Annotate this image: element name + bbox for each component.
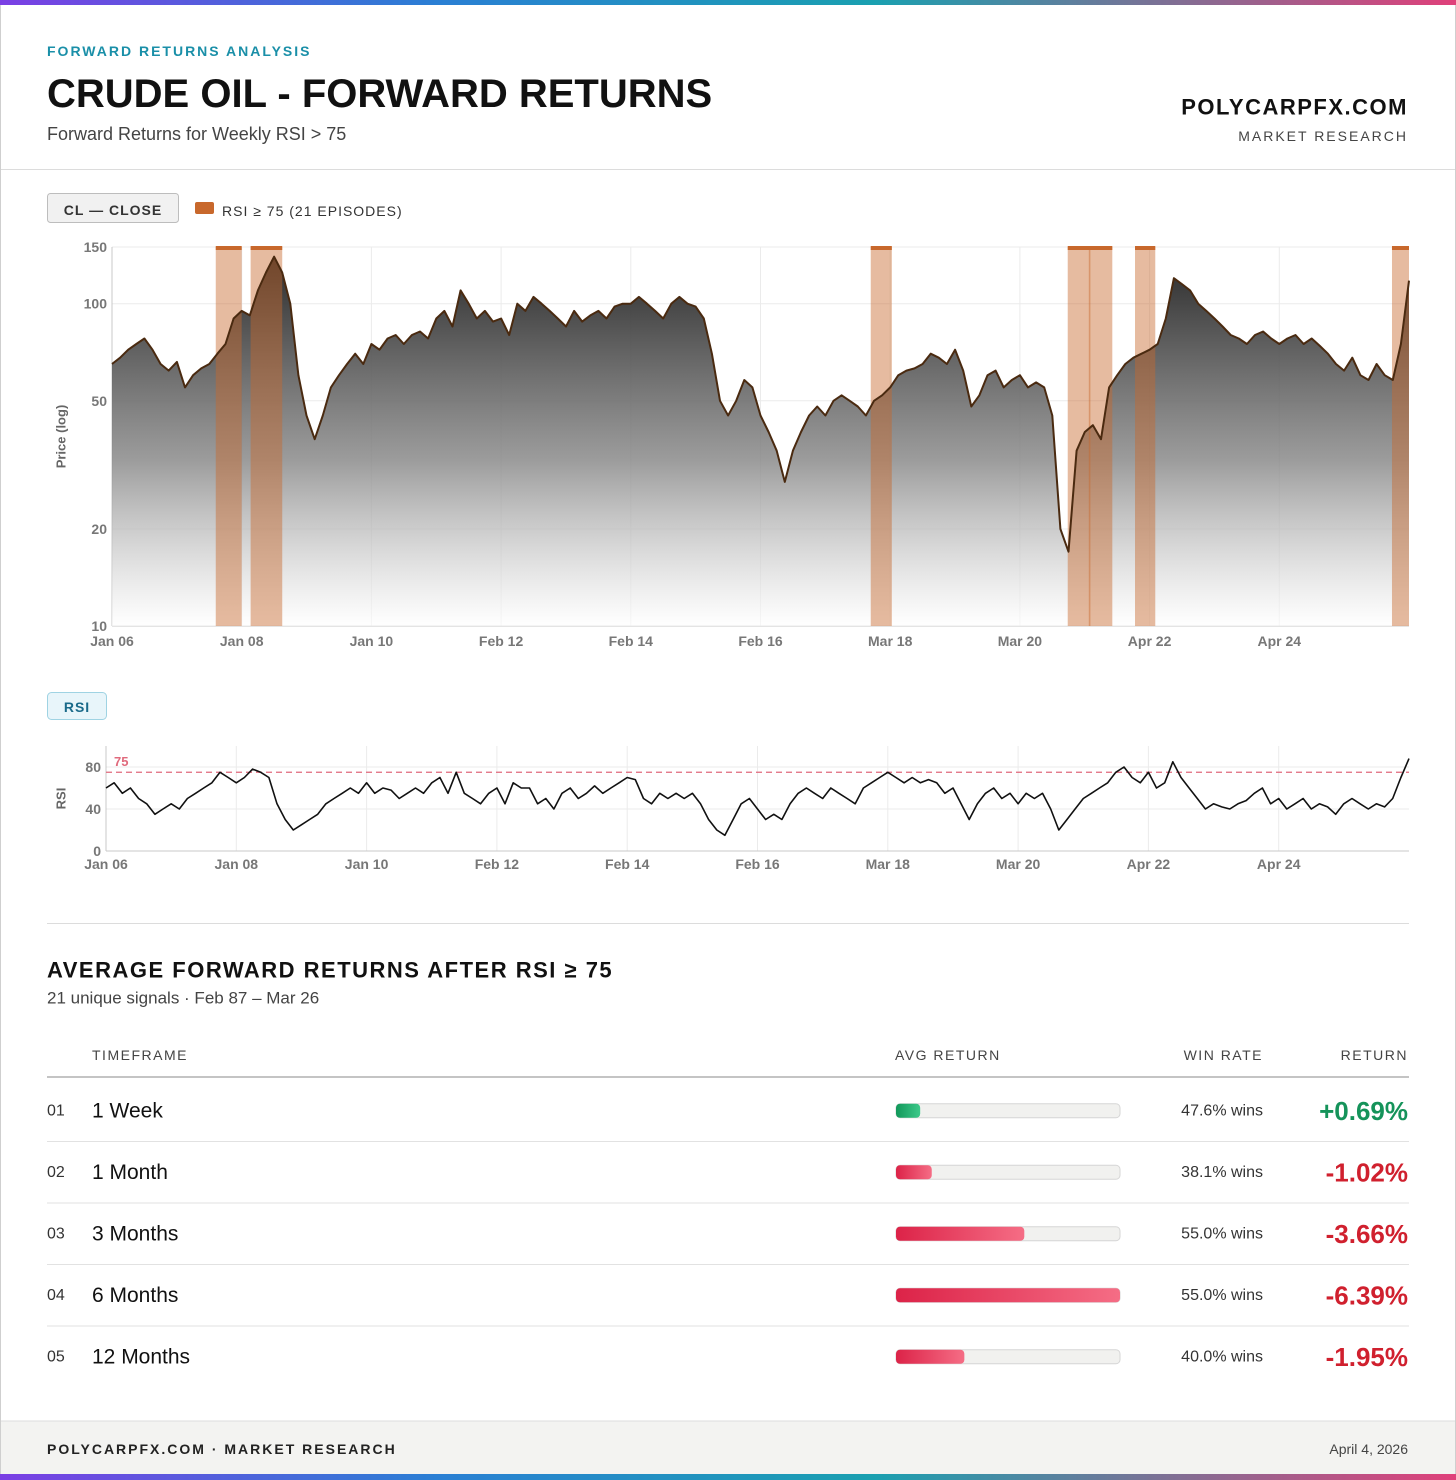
y-tick-label: 40 [85, 801, 101, 817]
x-tick-label: Jan 08 [220, 633, 264, 649]
row-win-rate: 47.6% wins [1181, 1102, 1263, 1119]
x-tick-label: Jan 08 [215, 856, 259, 872]
return-bar [896, 1349, 965, 1364]
footer-date: April 4, 2026 [1329, 1441, 1408, 1457]
x-tick-label: Feb 16 [735, 856, 780, 872]
series-line [111, 255, 1410, 553]
x-tick-label: Feb 14 [609, 633, 654, 649]
row-timeframe: 6 Months [92, 1284, 178, 1307]
row-win-rate: 55.0% wins [1181, 1225, 1263, 1242]
column-header: TIMEFRAME [92, 1047, 188, 1063]
bottom-accent [0, 1474, 1456, 1480]
return-bar [896, 1226, 1025, 1241]
y-tick-label: 100 [84, 296, 108, 312]
top-accent [0, 0, 1456, 5]
rsi-pill-label[interactable]: RSI [64, 699, 90, 715]
episode-cap [870, 246, 892, 250]
y-tick-label: 80 [85, 759, 101, 775]
price-area [112, 256, 1409, 626]
rsi-pill[interactable] [47, 692, 107, 720]
series-button[interactable] [47, 193, 179, 223]
column-header: RETURN [1341, 1047, 1408, 1063]
return-bar [896, 1103, 921, 1118]
brand: POLYCARPFX.COM [1181, 95, 1408, 120]
row-return: -3.66% [1326, 1219, 1408, 1249]
footer-bg [1, 1421, 1455, 1474]
return-bar [896, 1165, 932, 1180]
subtitle: Forward Returns for Weekly RSI > 75 [47, 124, 346, 144]
footer-left: POLYCARPFX.COM · MARKET RESEARCH [47, 1441, 397, 1457]
episode-cap [1088, 246, 1113, 250]
y-tick-label: 0 [93, 843, 101, 859]
x-tick-label: Jan 06 [84, 856, 128, 872]
column-header: WIN RATE [1184, 1047, 1263, 1063]
row-timeframe: 12 Months [92, 1345, 190, 1368]
episode-band [250, 247, 283, 626]
kicker: FORWARD RETURNS ANALYSIS [47, 43, 312, 59]
row-timeframe: 1 Month [92, 1161, 168, 1184]
title: CRUDE OIL - FORWARD RETURNS [47, 72, 712, 116]
row-return: -1.95% [1326, 1342, 1408, 1372]
legend-label: RSI ≥ 75 (21 EPISODES) [222, 203, 403, 219]
x-tick-label: Jan 10 [350, 633, 394, 649]
x-tick-label: Apr 22 [1127, 856, 1171, 872]
row-rank: 02 [47, 1164, 65, 1181]
y-axis-label: Price (log) [54, 405, 69, 469]
row-return: -1.02% [1326, 1157, 1408, 1187]
row-rank: 04 [47, 1287, 65, 1304]
x-tick-label: Jan 06 [90, 633, 134, 649]
episode-band [1135, 247, 1156, 626]
episode-band [215, 247, 242, 626]
series-button-label[interactable]: CL — CLOSE [64, 202, 162, 218]
episode-cap [1067, 246, 1091, 250]
x-tick-label: Mar 20 [996, 856, 1041, 872]
x-tick-label: Apr 24 [1257, 856, 1301, 872]
series-line [105, 758, 1410, 837]
row-rank: 03 [47, 1225, 65, 1242]
row-rank: 05 [47, 1348, 65, 1365]
summary-subtitle: 21 unique signals · Feb 87 – Mar 26 [47, 989, 319, 1008]
y-tick-label: 150 [84, 239, 108, 255]
episode-cap [1135, 246, 1156, 250]
x-tick-label: Mar 18 [866, 856, 911, 872]
y-tick-label: 50 [91, 393, 107, 409]
episode-cap [1391, 246, 1409, 250]
bar-track [895, 1103, 1121, 1119]
row-timeframe: 3 Months [92, 1222, 178, 1245]
row-return: -6.39% [1326, 1280, 1408, 1310]
episode-band [870, 247, 892, 626]
legend-swatch [195, 202, 214, 214]
x-tick-label: Feb 12 [475, 856, 520, 872]
return-bar [896, 1288, 1120, 1303]
summary-title: AVERAGE FORWARD RETURNS AFTER RSI ≥ 75 [47, 958, 613, 983]
y-tick-label: 20 [91, 521, 107, 537]
brand-sub: MARKET RESEARCH [1238, 128, 1408, 144]
row-win-rate: 40.0% wins [1181, 1348, 1263, 1365]
episode-cap [250, 246, 283, 250]
row-win-rate: 55.0% wins [1181, 1287, 1263, 1304]
x-tick-label: Feb 14 [605, 856, 650, 872]
row-rank: 01 [47, 1102, 65, 1119]
row-win-rate: 38.1% wins [1181, 1164, 1263, 1181]
threshold-label: 75 [114, 754, 128, 769]
x-tick-label: Apr 22 [1128, 633, 1172, 649]
column-header: AVG RETURN [895, 1047, 1001, 1063]
y-tick-label: 10 [91, 618, 107, 634]
x-tick-label: Mar 18 [868, 633, 913, 649]
row-return: +0.69% [1319, 1096, 1408, 1126]
episode-cap [215, 246, 242, 250]
episode-band [1067, 247, 1091, 626]
row-timeframe: 1 Week [92, 1099, 163, 1122]
x-tick-label: Jan 10 [345, 856, 389, 872]
x-tick-label: Feb 12 [479, 633, 524, 649]
x-tick-label: Apr 24 [1258, 633, 1302, 649]
episode-band [1391, 247, 1409, 626]
x-tick-label: Feb 16 [738, 633, 783, 649]
x-tick-label: Mar 20 [998, 633, 1043, 649]
y-axis-label: RSI [54, 788, 69, 810]
